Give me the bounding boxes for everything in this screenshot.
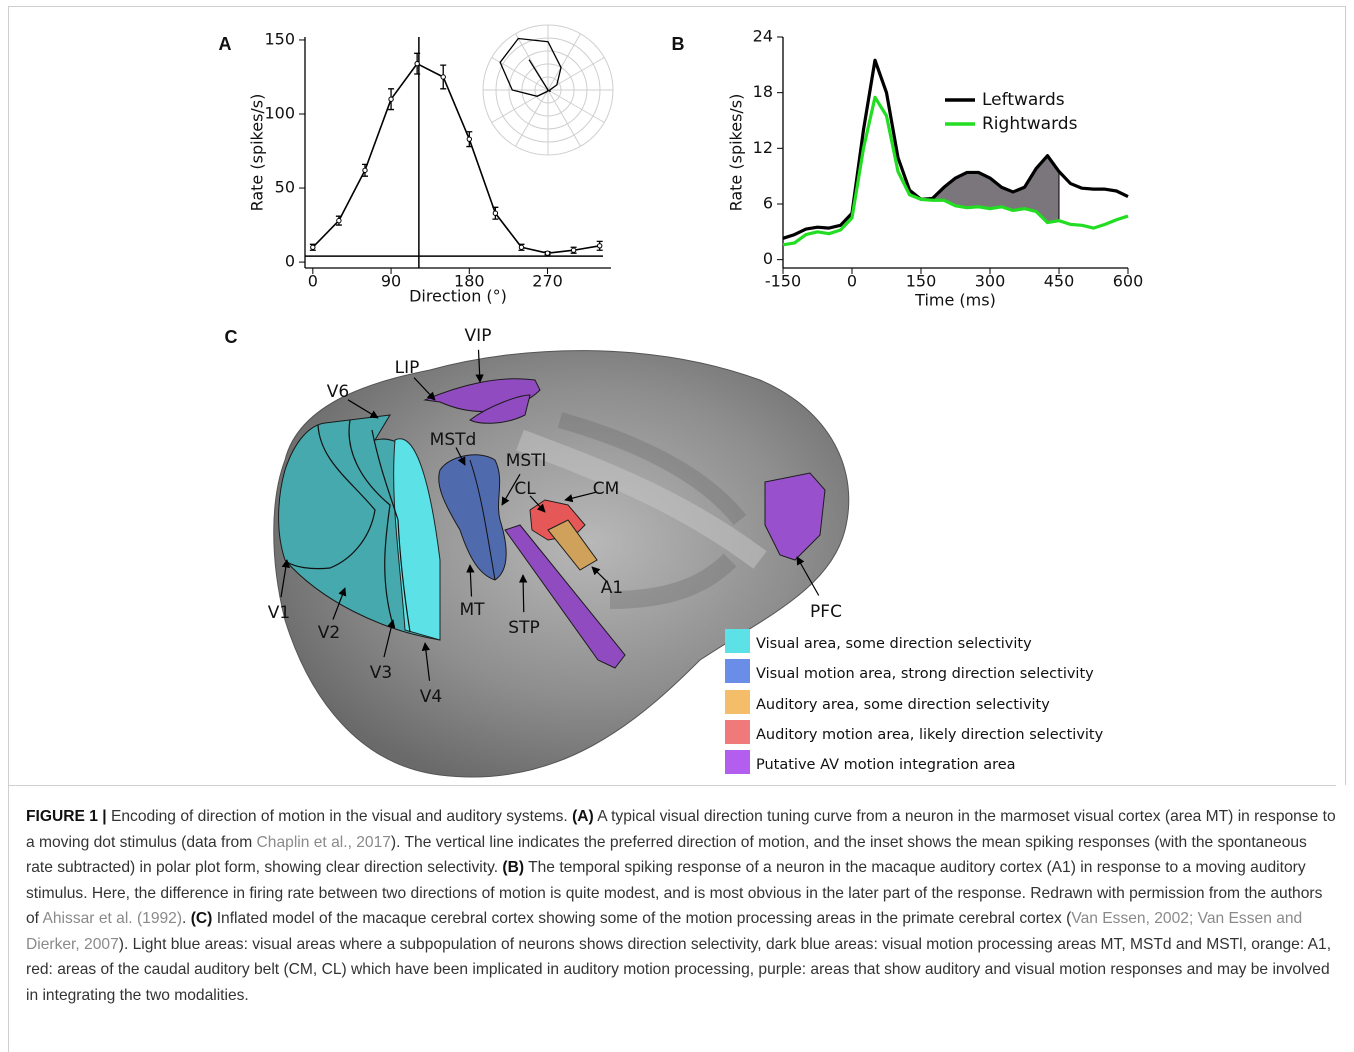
data-line [783, 60, 1128, 238]
y-tick-label: 12 [753, 138, 773, 157]
area-label: CL [514, 479, 536, 499]
area-label: MT [459, 600, 485, 620]
area-label: V4 [420, 687, 442, 707]
x-tick-label: 600 [1113, 272, 1144, 291]
data-point [389, 97, 393, 101]
legend-swatch [725, 720, 750, 744]
x-axis-label: Direction (°) [409, 287, 507, 306]
legend-label: Leftwards [982, 90, 1065, 110]
area-label: CM [593, 479, 620, 499]
legend-label: Auditory area, some direction selectivit… [756, 697, 1050, 713]
area-label: MSTd [430, 430, 477, 450]
legend-label: Visual motion area, strong direction sel… [756, 666, 1094, 682]
y-tick-label: 0 [285, 252, 295, 271]
x-tick-label: 0 [308, 272, 318, 291]
y-tick-label: 50 [275, 178, 295, 197]
data-point [571, 248, 575, 252]
area-label: V3 [370, 663, 392, 683]
y-tick-label: 0 [763, 249, 773, 268]
area-label: A1 [601, 578, 623, 598]
brain-diagram [274, 351, 849, 777]
x-tick-label: 270 [532, 272, 563, 291]
data-point [415, 61, 419, 65]
x-tick-label: -150 [765, 272, 801, 291]
y-tick-label: 18 [753, 82, 773, 101]
data-point [363, 168, 367, 172]
caption-bold: (A) [572, 808, 594, 825]
area-label: VIP [465, 326, 492, 346]
x-tick-label: 300 [975, 272, 1006, 291]
area-label: V6 [327, 382, 349, 402]
caption-link[interactable]: Ahissar et al. (1992) [42, 910, 182, 927]
caption-bold: (C) [191, 910, 213, 927]
panel-label: B [672, 34, 685, 54]
x-tick-label: 450 [1044, 272, 1075, 291]
legend-label: Rightwards [982, 114, 1078, 134]
legend-swatch [725, 750, 750, 774]
y-axis-label: Rate (spikes/s) [248, 94, 267, 212]
legend-swatch [725, 629, 750, 653]
caption-plain: . [182, 910, 191, 927]
legend-label: Auditory motion area, likely direction s… [756, 727, 1104, 743]
area-label: PFC [810, 602, 842, 622]
y-tick-label: 150 [264, 29, 295, 48]
page: {"chart_data": [ {"type": "line", "panel… [0, 0, 1354, 1041]
y-tick-label: 6 [763, 193, 773, 212]
data-point [441, 75, 445, 79]
data-point [545, 251, 549, 255]
legend-swatch [725, 659, 750, 683]
data-point [493, 211, 497, 215]
data-point [311, 245, 315, 249]
y-tick-label: 24 [753, 27, 773, 46]
x-tick-label: 0 [847, 272, 857, 291]
legend-label: Putative AV motion integration area [756, 757, 1016, 773]
caption-bold: FIGURE 1 | [26, 808, 107, 825]
data-point [337, 218, 341, 222]
area-label: V2 [318, 623, 340, 643]
data-line [313, 64, 600, 254]
caption-plain: Encoding of direction of motion in the v… [107, 808, 572, 825]
x-tick-label: 150 [906, 272, 937, 291]
data-point [597, 244, 601, 248]
panel-label: A [219, 34, 232, 54]
area-label: STP [508, 618, 539, 638]
y-tick-label: 100 [264, 104, 295, 123]
area-label: V1 [268, 603, 290, 623]
caption-bold: (B) [502, 859, 524, 876]
area-label: MSTl [506, 451, 547, 471]
caption-plain: Inflated model of the macaque cerebral c… [212, 910, 1071, 927]
legend-label: Visual area, some direction selectivity [756, 636, 1032, 652]
label-arrow [523, 575, 524, 612]
area-label: LIP [395, 358, 420, 378]
panel-label: C [225, 327, 238, 347]
caption: FIGURE 1 | Encoding of direction of moti… [8, 785, 1336, 1052]
caption-plain: ). Light blue areas: visual areas where … [26, 936, 1331, 1004]
x-axis-label: Time (ms) [914, 291, 996, 310]
y-axis-label: Rate (spikes/s) [727, 94, 746, 212]
data-point [519, 245, 523, 249]
legend-swatch [725, 690, 750, 714]
x-tick-label: 90 [381, 272, 401, 291]
data-point [467, 137, 471, 141]
caption-link[interactable]: Chaplin et al., 2017 [257, 834, 391, 851]
